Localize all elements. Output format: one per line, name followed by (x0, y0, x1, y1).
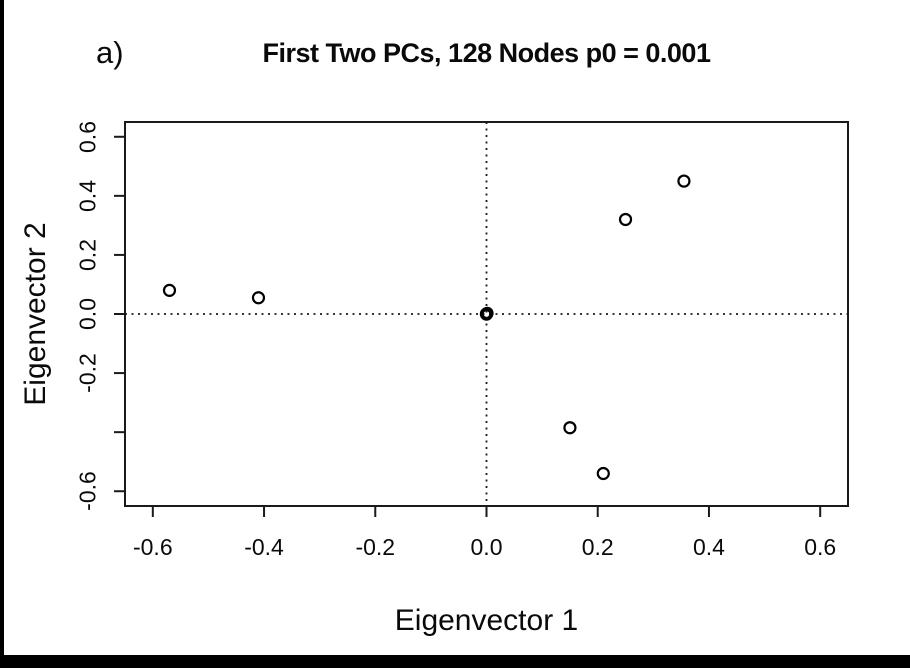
x-tick-label: 0.4 (692, 534, 725, 560)
chart-title: First Two PCs, 128 Nodes p0 = 0.001 (262, 38, 711, 68)
data-point-marker (677, 174, 691, 188)
x-tick-label: -0.6 (132, 534, 173, 560)
x-tick-label: -0.4 (244, 534, 284, 560)
y-tick-label: 0.6 (74, 120, 101, 153)
data-point-marker (618, 212, 633, 227)
x-tick-label: 0.2 (581, 534, 614, 560)
data-point-marker (251, 291, 266, 305)
y-tick-label: 0.4 (74, 179, 101, 212)
bottom-border-bar (0, 655, 910, 668)
left-border-bar (0, 0, 4, 668)
data-point-marker (596, 466, 610, 481)
y-tick-label: 0.0 (74, 298, 101, 330)
panel-label: a) (96, 35, 124, 70)
data-point-marker (563, 421, 577, 435)
x-tick-label: 0.0 (470, 534, 503, 560)
plot-border-box (124, 121, 849, 507)
origin-cluster-marker (479, 307, 494, 321)
y-tick-label: -0.2 (74, 353, 101, 393)
x-tick-label: -0.2 (355, 534, 396, 560)
y-axis-label: Eigenvector 2 (19, 222, 52, 406)
x-axis-label: Eigenvector 1 (394, 604, 579, 637)
x-tick-label: 0.6 (804, 534, 837, 560)
data-point-marker (162, 283, 177, 297)
y-tick-label: 0.2 (74, 238, 101, 271)
y-tick-label: -0.6 (74, 471, 101, 512)
